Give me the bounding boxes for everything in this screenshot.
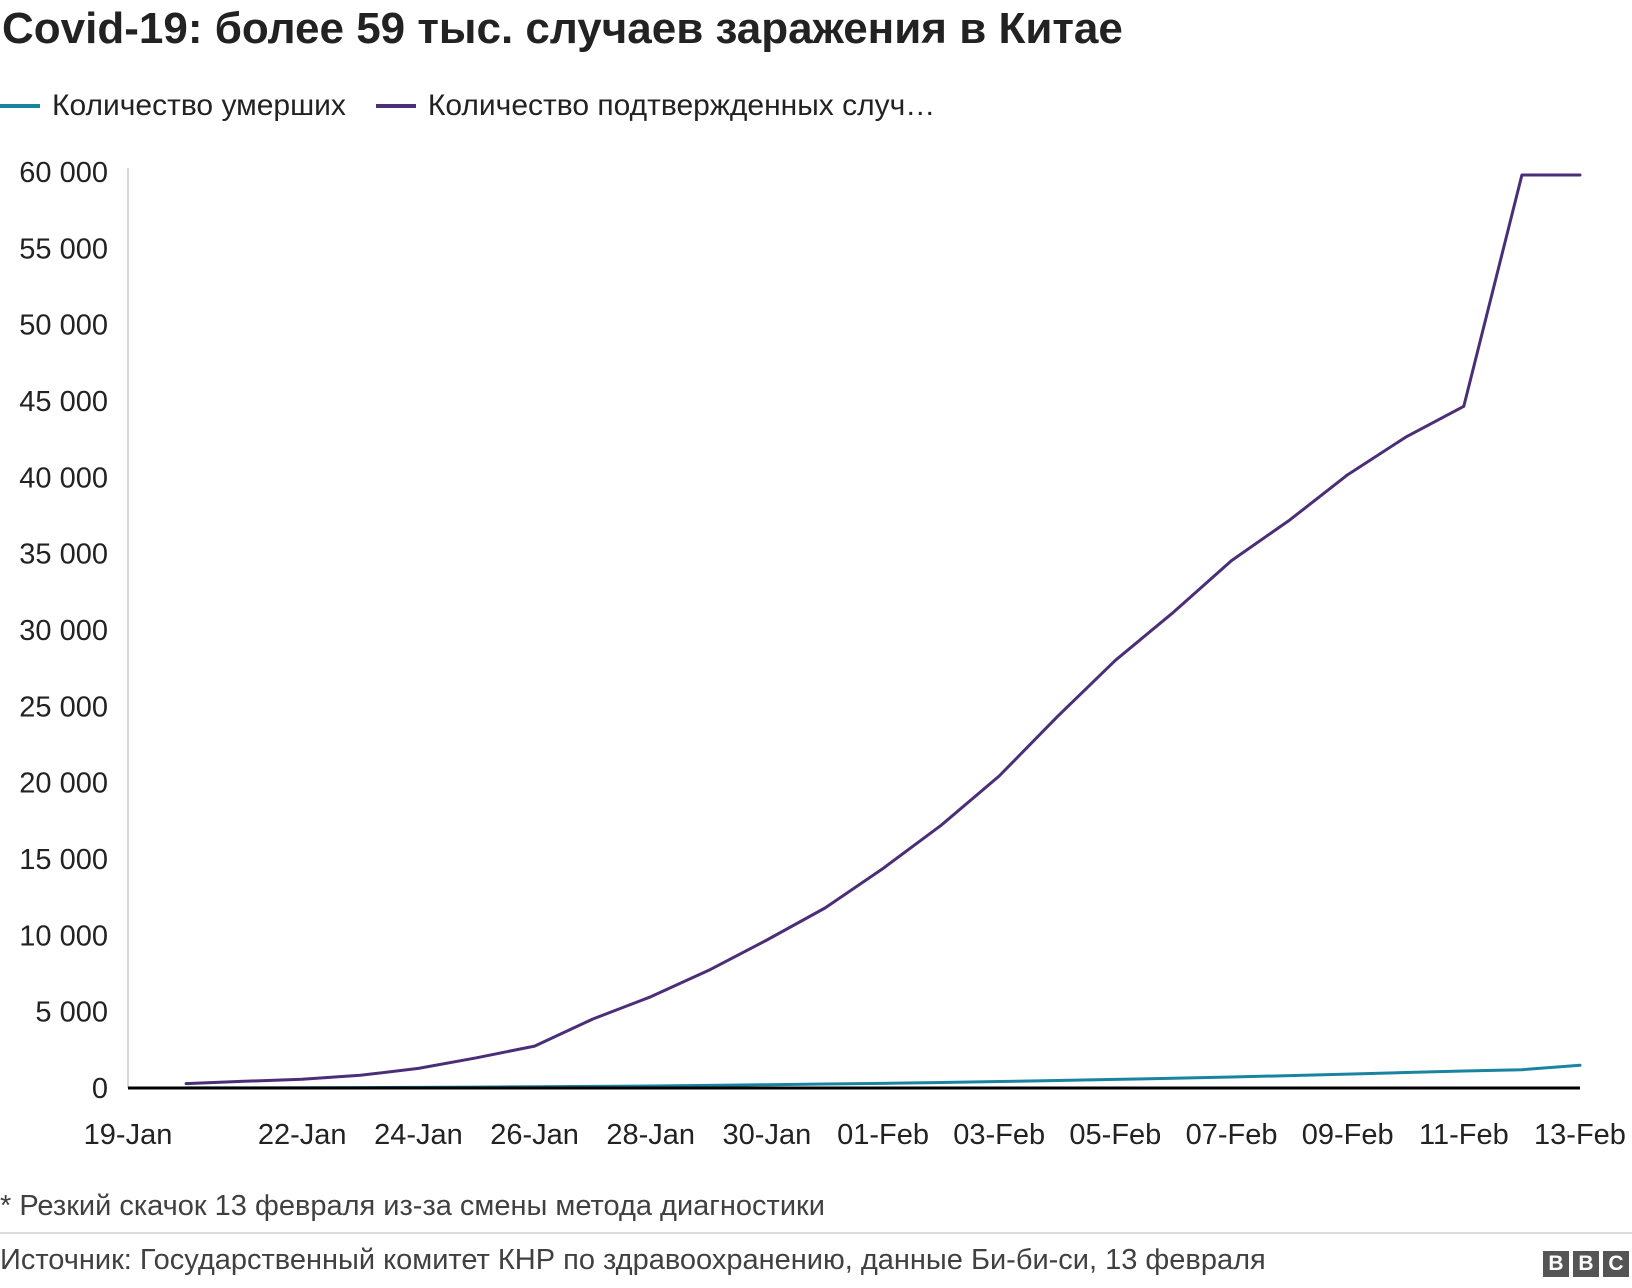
series-line-deaths — [184, 1063, 1582, 1090]
y-tick-label: 40 000 — [19, 462, 108, 494]
x-tick-label: 30-Jan — [723, 1119, 812, 1151]
x-axis: 19-Jan 22-Jan 24-Jan 26-Jan 28-Jan 30-Jan 01-F… — [84, 1119, 1626, 1151]
x-tick-label: 03-Feb — [953, 1119, 1045, 1151]
chart-legend: Количество умерших Количество подтвержде… — [0, 86, 965, 126]
y-tick-label: 0 — [92, 1073, 108, 1105]
legend-item-confirmed: Количество подтвержденных случ… — [375, 89, 936, 123]
bbc-logo-letter: C — [1603, 1251, 1629, 1277]
x-tick-label: 28-Jan — [606, 1119, 695, 1151]
footer-divider — [0, 1232, 1632, 1234]
chart-title: Covid-19: более 59 тыс. случаев заражени… — [2, 4, 1123, 53]
x-tick-label: 13-Feb — [1534, 1119, 1626, 1151]
legend-label-confirmed: Количество подтвержденных случ… — [427, 89, 936, 122]
y-tick-label: 5 000 — [35, 997, 108, 1029]
y-tick-label: 30 000 — [19, 615, 108, 647]
x-tick-label: 11-Feb — [1419, 1119, 1509, 1151]
footnote: * Резкий скачок 13 февраля из-за смены м… — [0, 1190, 825, 1222]
legend-item-deaths: Количество умерших — [0, 89, 346, 123]
x-tick-label: 24-Jan — [374, 1119, 463, 1151]
legend-swatch-confirmed — [375, 104, 416, 108]
y-tick-label: 15 000 — [19, 844, 108, 876]
x-tick-label: 26-Jan — [490, 1119, 579, 1151]
bbc-logo: B B C — [1543, 1251, 1629, 1277]
legend-label-deaths: Количество умерших — [52, 89, 346, 122]
x-tick-label: 09-Feb — [1302, 1119, 1394, 1151]
legend-swatch-deaths — [0, 104, 40, 108]
bbc-logo-letter: B — [1573, 1251, 1599, 1277]
source-note: Источник: Государственный комитет КНР по… — [0, 1244, 1266, 1276]
x-tick-label: 01-Feb — [837, 1119, 929, 1151]
y-tick-label: 60 000 — [19, 157, 108, 189]
y-tick-label: 45 000 — [19, 386, 108, 418]
y-tick-label: 10 000 — [19, 920, 108, 952]
x-tick-label: 19-Jan — [84, 1119, 173, 1151]
x-tick-label: 07-Feb — [1186, 1119, 1278, 1151]
y-axis: 0 5 000 10 000 15 000 20 000 25 000 30 000 35 0… — [19, 157, 129, 1105]
y-tick-label: 50 000 — [19, 310, 108, 342]
line-chart: 0 5 000 10 000 15 000 20 000 25 000 30 000 35 0… — [19, 157, 1626, 1151]
y-tick-label: 35 000 — [19, 539, 108, 571]
y-tick-label: 20 000 — [19, 768, 108, 800]
series-line-confirmed — [184, 173, 1582, 1086]
bbc-logo-letter: B — [1543, 1251, 1569, 1277]
y-tick-label: 55 000 — [19, 233, 108, 265]
series-lines — [128, 173, 1582, 1090]
x-tick-label: 05-Feb — [1069, 1119, 1161, 1151]
x-tick-label: 22-Jan — [258, 1119, 347, 1151]
y-tick-label: 25 000 — [19, 691, 108, 723]
